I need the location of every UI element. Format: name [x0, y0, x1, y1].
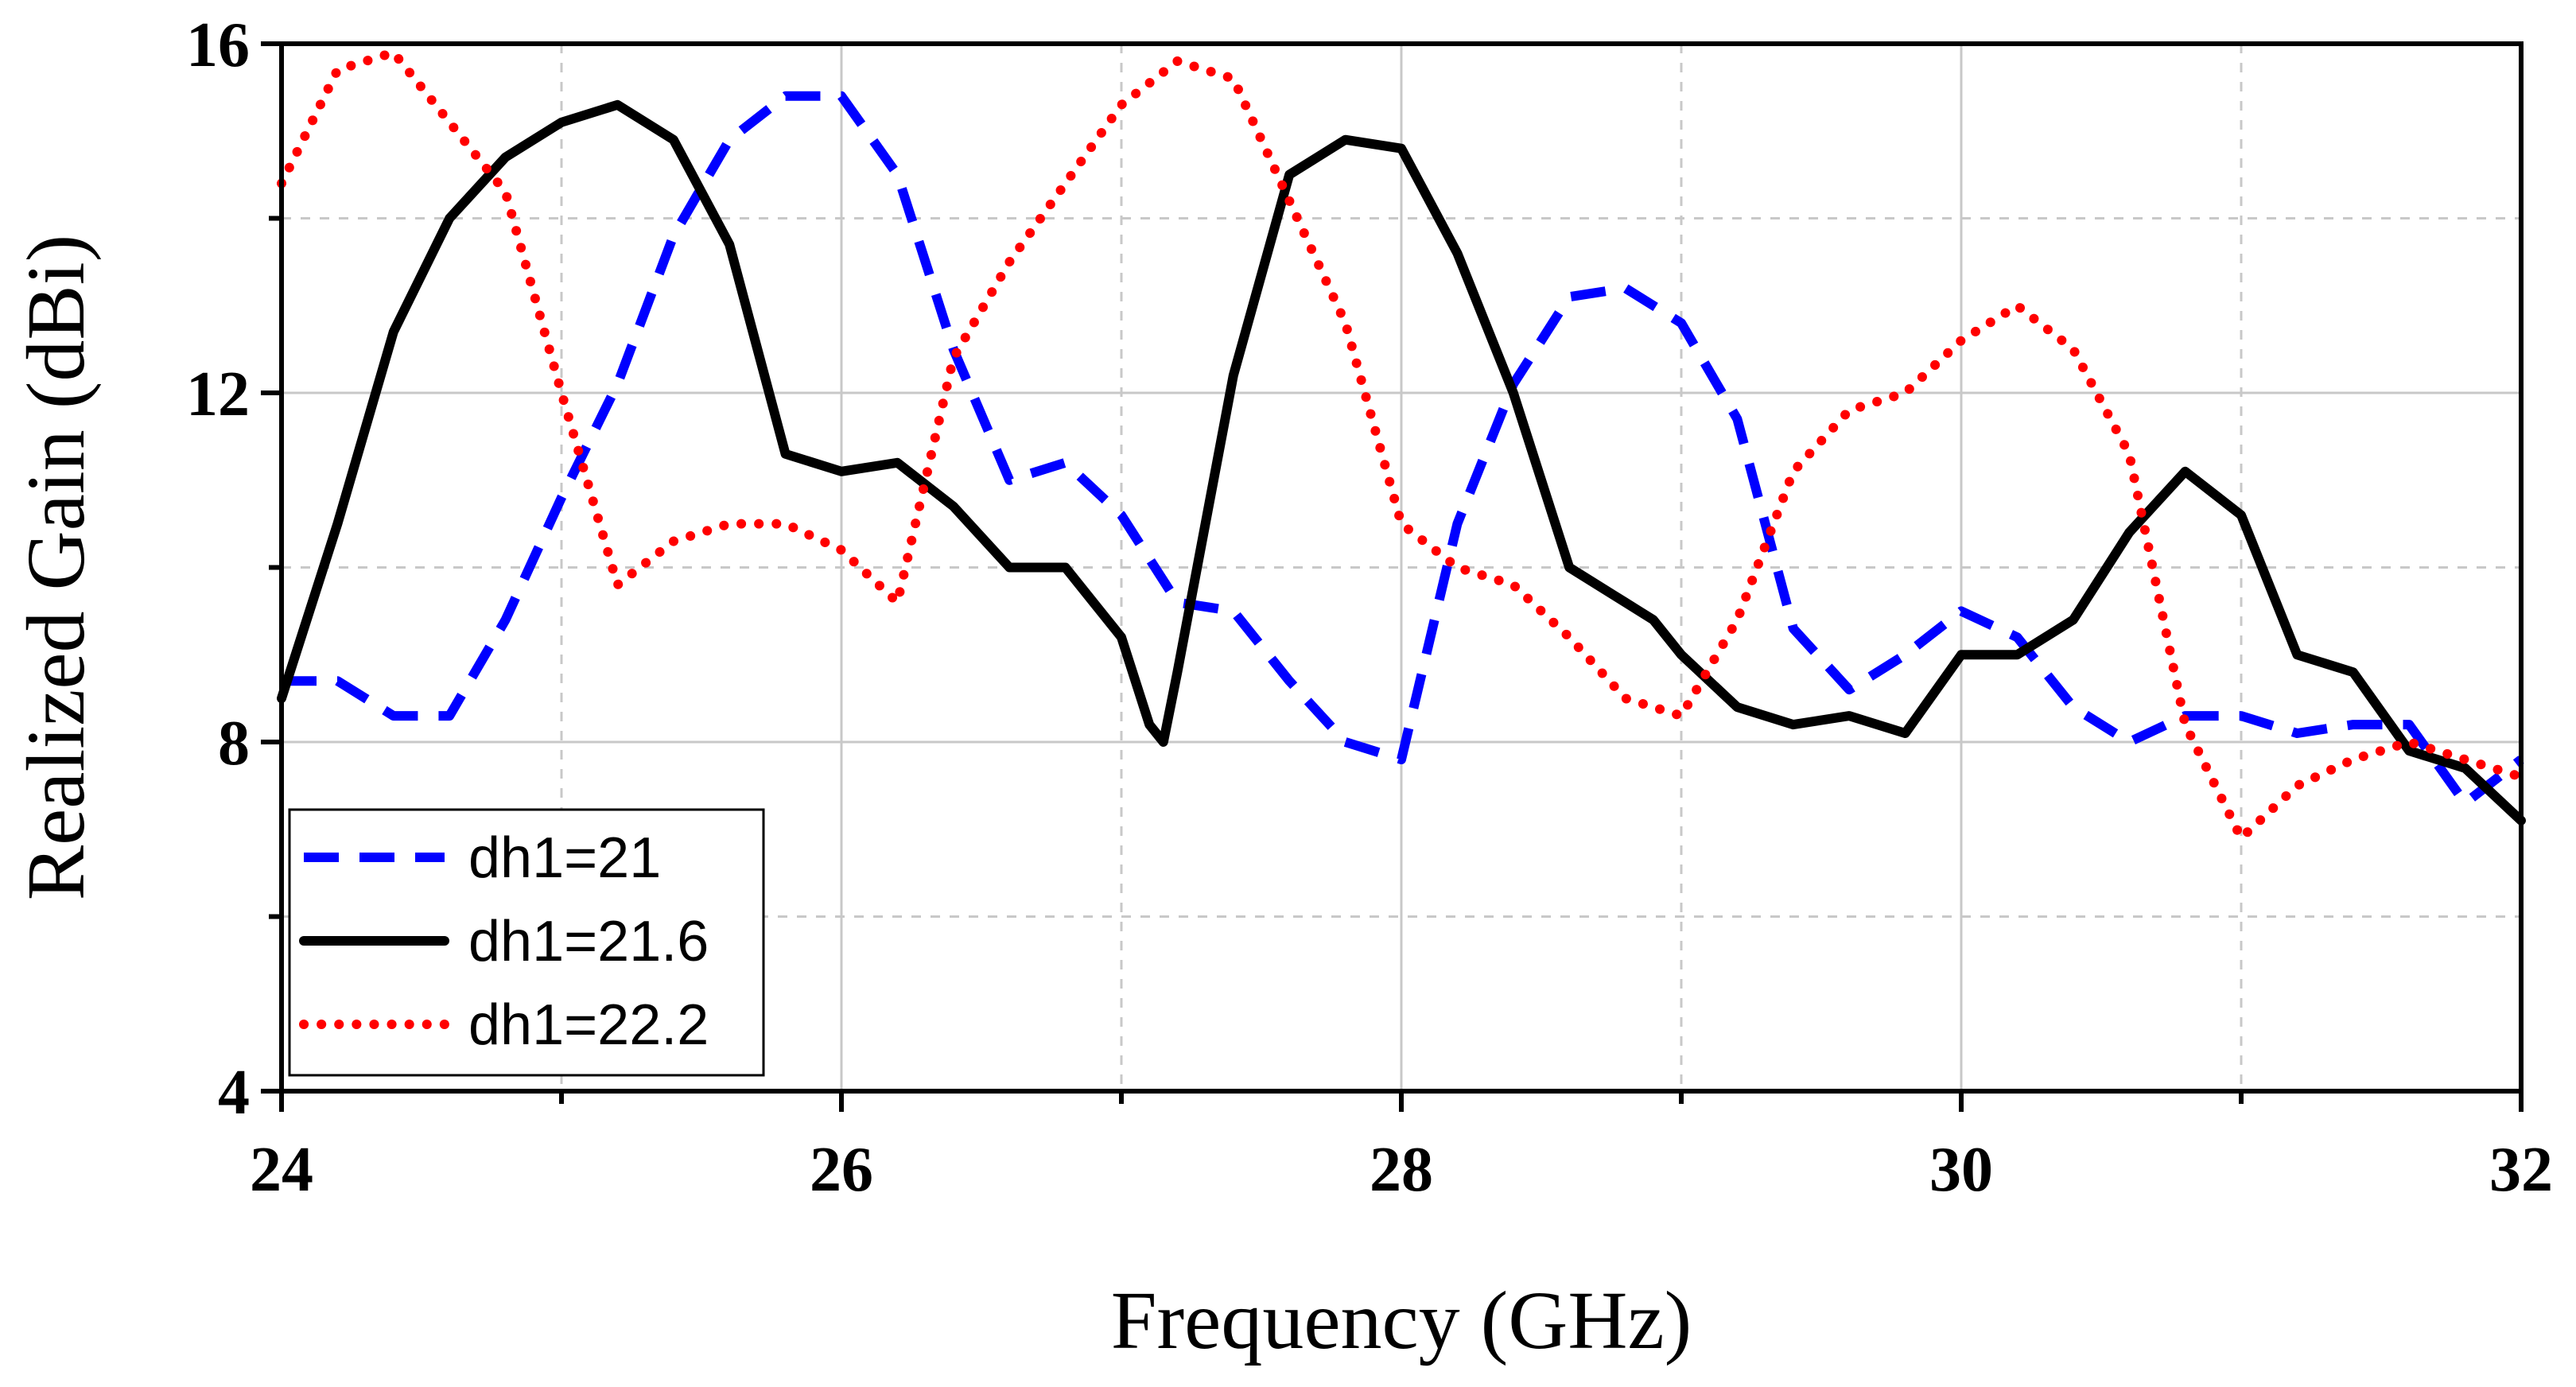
series-line-dh1=22.2 [277, 48, 2526, 843]
series-line-dh1=21 [282, 91, 2524, 808]
axis-ticks: 24 26 28 30 32 4 8 12 16 [186, 10, 2553, 1205]
x-tick-label: 30 [1929, 1135, 1993, 1205]
y-tick-label: 8 [218, 709, 250, 779]
legend-label: dh1=22.2 [468, 993, 709, 1057]
x-axis-title: Frequency (GHz) [1111, 1275, 1692, 1366]
x-tick-label: 28 [1370, 1135, 1433, 1205]
x-tick-label: 32 [2489, 1135, 2553, 1205]
y-tick-label: 4 [218, 1058, 250, 1128]
x-tick-label: 24 [250, 1135, 313, 1205]
legend-label: dh1=21 [468, 826, 661, 890]
series-line-dh1=21.6 [277, 99, 2526, 826]
y-tick-label: 16 [186, 10, 250, 80]
x-tick-label: 26 [810, 1135, 873, 1205]
y-axis-title: Realized Gain (dBi) [10, 235, 102, 900]
y-tick-label: 12 [186, 359, 250, 429]
legend-label: dh1=21.6 [468, 910, 709, 973]
legend: dh1=21 dh1=21.6 dh1=22.2 [288, 808, 765, 1077]
series-group [277, 48, 2526, 843]
